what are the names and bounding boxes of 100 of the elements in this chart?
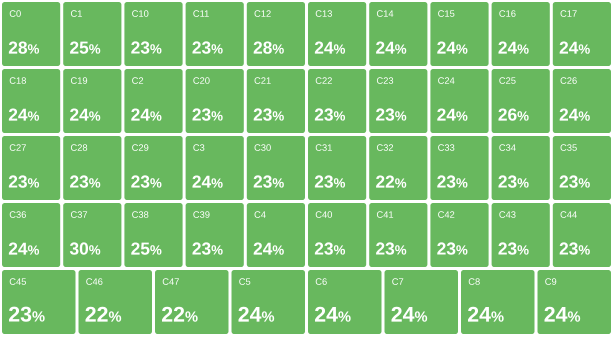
text: % — [150, 245, 162, 255]
text: % — [211, 245, 223, 255]
text: % — [334, 178, 346, 188]
text: % — [517, 111, 529, 121]
data-label: 23 — [314, 242, 333, 255]
text: % — [517, 245, 529, 255]
category-label: C11 — [193, 10, 209, 17]
category-label: C12 — [254, 10, 271, 17]
text: % — [262, 311, 274, 322]
text: % — [578, 111, 590, 121]
text: % — [272, 178, 284, 188]
data-label: 24 — [468, 306, 491, 322]
data-label: 23 — [376, 242, 394, 255]
text: % — [32, 311, 45, 322]
category-label: C27 — [10, 144, 26, 151]
data-label: 24 — [8, 242, 28, 255]
data-label: 26 — [498, 108, 517, 121]
data-label: 23 — [8, 175, 27, 188]
data-label: 28 — [8, 41, 28, 54]
text: % — [456, 111, 468, 121]
category-label: C42 — [438, 211, 454, 218]
data-label: 23 — [9, 306, 32, 322]
category-label: C9 — [545, 278, 556, 285]
category-label: C30 — [254, 144, 271, 151]
text: % — [334, 44, 346, 54]
data-label: 23 — [192, 242, 211, 255]
text: % — [517, 178, 529, 188]
category-label: C5 — [239, 278, 250, 285]
category-label: C14 — [376, 10, 394, 17]
data-label: 23 — [560, 175, 578, 188]
data-label: 24 — [498, 42, 518, 54]
text: % — [89, 178, 100, 188]
text: % — [414, 311, 428, 322]
data-label: 28 — [254, 41, 272, 54]
category-label: C15 — [438, 10, 454, 17]
category-label: C45 — [10, 278, 26, 285]
text: % — [108, 311, 122, 322]
text: % — [395, 44, 406, 54]
category-label: C26 — [560, 77, 577, 84]
data-label: 24 — [131, 108, 150, 121]
category-label: C44 — [560, 211, 577, 218]
text: % — [272, 245, 284, 255]
text: % — [456, 245, 468, 255]
category-label: C36 — [10, 211, 26, 218]
data-label: 23 — [254, 175, 272, 188]
data-label: 23 — [70, 175, 88, 188]
category-label: C32 — [376, 144, 394, 151]
category-label: C39 — [193, 211, 210, 218]
text: % — [491, 311, 504, 322]
category-label: C34 — [499, 144, 516, 151]
category-label: C22 — [316, 77, 332, 84]
text: % — [395, 178, 406, 188]
category-label: C47 — [162, 278, 179, 285]
category-label: C13 — [316, 10, 332, 17]
category-label: C0 — [10, 10, 21, 17]
category-label: C40 — [316, 211, 332, 218]
data-label: 23 — [254, 108, 272, 121]
data-label: 24 — [315, 306, 338, 322]
data-label: 22 — [86, 306, 108, 322]
category-label: C2 — [132, 77, 144, 84]
category-label: C1 — [70, 10, 82, 17]
text: % — [338, 311, 351, 322]
data-label: 23 — [498, 175, 517, 188]
text: % — [89, 245, 100, 255]
data-label: 23 — [498, 242, 517, 255]
data-label: 23 — [192, 41, 211, 54]
text: % — [150, 111, 162, 121]
text: % — [150, 178, 162, 188]
category-label: C4 — [254, 211, 266, 218]
text: % — [578, 178, 590, 188]
data-label: 24 — [192, 176, 212, 188]
data-label: 25 — [131, 242, 150, 255]
data-label: 24 — [376, 42, 395, 54]
text: % — [334, 245, 346, 255]
text: % — [578, 245, 590, 255]
text: % — [272, 44, 284, 54]
category-label: C16 — [499, 10, 516, 17]
data-label: 24 — [560, 42, 578, 54]
data-label: 23 — [131, 175, 150, 188]
data-label: 23 — [314, 108, 333, 121]
text: % — [456, 178, 468, 188]
data-label: 24 — [8, 108, 28, 121]
text: % — [211, 44, 223, 54]
text: % — [211, 111, 223, 121]
category-label: C17 — [560, 10, 577, 17]
data-label: 23 — [192, 108, 211, 121]
category-label: C29 — [132, 144, 148, 151]
category-label: C43 — [499, 211, 516, 218]
data-label: 24 — [70, 108, 89, 121]
text: % — [28, 44, 40, 54]
data-label: 23 — [314, 175, 333, 188]
text: % — [211, 178, 223, 188]
data-label: 24 — [544, 306, 568, 322]
text: % — [89, 111, 100, 121]
data-label: 23 — [560, 242, 578, 255]
text: % — [568, 311, 580, 322]
text: % — [28, 245, 40, 255]
data-label: 24 — [560, 108, 578, 121]
text: % — [517, 44, 529, 54]
text: % — [28, 178, 40, 188]
